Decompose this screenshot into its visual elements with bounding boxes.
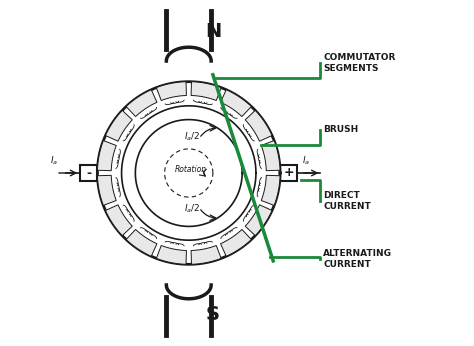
Polygon shape	[220, 90, 251, 117]
Polygon shape	[98, 140, 116, 171]
Text: COMMUTATOR
SEGMENTS: COMMUTATOR SEGMENTS	[323, 53, 395, 73]
Text: N: N	[205, 22, 221, 41]
Text: BRUSH: BRUSH	[323, 125, 358, 135]
Polygon shape	[261, 175, 280, 206]
Polygon shape	[126, 90, 157, 117]
Polygon shape	[191, 246, 221, 264]
Text: +: +	[283, 166, 294, 180]
Polygon shape	[156, 82, 186, 100]
Bar	[80, 165, 98, 181]
Polygon shape	[126, 229, 157, 256]
Text: S: S	[206, 305, 220, 324]
Text: $I_a$: $I_a$	[302, 155, 310, 167]
Polygon shape	[98, 175, 116, 206]
Polygon shape	[106, 110, 132, 141]
Polygon shape	[261, 140, 280, 171]
Bar	[280, 165, 297, 181]
Text: Rotation: Rotation	[174, 165, 207, 174]
Polygon shape	[191, 82, 221, 100]
Polygon shape	[106, 205, 132, 236]
Text: DIRECT
CURRENT: DIRECT CURRENT	[323, 191, 371, 211]
Text: $I_a$: $I_a$	[50, 155, 58, 167]
Text: $I_a/2$: $I_a/2$	[184, 130, 201, 143]
Polygon shape	[156, 246, 186, 264]
Text: $I_a/2$: $I_a/2$	[184, 203, 201, 216]
Text: -: -	[86, 166, 91, 180]
Polygon shape	[245, 110, 272, 141]
Polygon shape	[245, 205, 272, 236]
Text: ALTERNATING
CURRENT: ALTERNATING CURRENT	[323, 249, 392, 269]
Polygon shape	[220, 229, 251, 256]
